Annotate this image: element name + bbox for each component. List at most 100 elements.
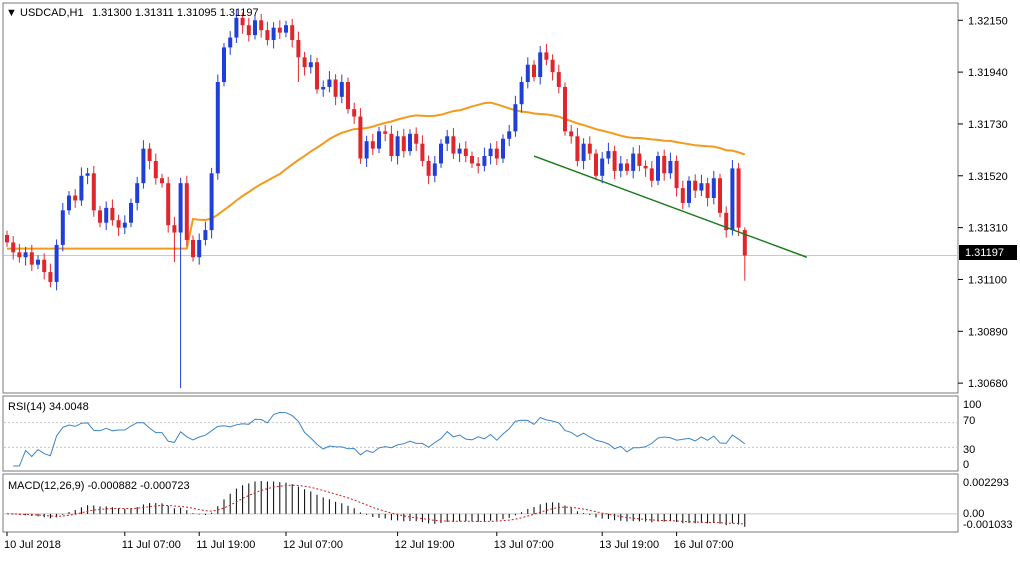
candle (581, 138, 586, 170)
macd-tick-zero: 0.00 (963, 508, 984, 520)
candle (259, 13, 264, 38)
price-tick-label: 1.31520 (968, 171, 1008, 183)
candle (513, 95, 518, 137)
price-tick-label: 1.32150 (968, 15, 1008, 27)
candle (674, 155, 679, 197)
moving-average-line (7, 101, 746, 250)
candle (395, 130, 400, 165)
candle (569, 124, 574, 144)
candle (17, 243, 22, 263)
candle (36, 255, 40, 270)
candle (91, 165, 96, 217)
candle (699, 174, 704, 197)
candle (445, 129, 450, 152)
time-label: 11 Jul 07:00 (122, 539, 181, 551)
candle (5, 230, 9, 247)
candle (364, 135, 369, 167)
candle (736, 162, 741, 237)
candle (277, 20, 282, 40)
candle (215, 74, 220, 180)
candle (662, 149, 667, 181)
candle (67, 191, 71, 215)
candle (11, 236, 16, 260)
candle (718, 173, 722, 218)
candle (222, 42, 226, 87)
candle (135, 176, 140, 211)
time-label: 12 Jul 19:00 (395, 539, 455, 551)
candle (600, 152, 605, 184)
candle (184, 175, 189, 247)
candle (680, 180, 685, 210)
candle (191, 235, 195, 262)
candle (85, 167, 90, 185)
candle (649, 160, 654, 188)
candle (302, 51, 307, 76)
macd-tick-low: -0.001033 (963, 519, 1013, 531)
candle (197, 233, 202, 265)
price-tick-label: 1.30890 (968, 326, 1008, 338)
candle (60, 202, 65, 252)
candle (687, 176, 691, 208)
candle (253, 15, 257, 40)
candle (668, 152, 673, 179)
current-price-label: 1.31197 (965, 247, 1004, 259)
candle (494, 141, 499, 165)
candle (711, 170, 716, 205)
macd-tick-high: 0.002293 (963, 477, 1009, 489)
candle (556, 64, 561, 94)
candle (730, 159, 735, 236)
candle (153, 153, 158, 185)
macd-signal-line (6, 484, 745, 525)
candle (594, 149, 598, 181)
candle (321, 80, 326, 97)
candle (525, 57, 530, 89)
candle (383, 124, 388, 142)
header-arrow-icon[interactable]: ▼ (6, 7, 17, 19)
candle (271, 22, 276, 49)
candle (451, 127, 456, 159)
candle (141, 140, 146, 189)
candle (327, 71, 332, 93)
candle (315, 57, 319, 94)
time-label: 11 Jul 19:00 (196, 539, 255, 551)
rsi-tick-100: 100 (963, 399, 981, 411)
candle (742, 227, 747, 281)
symbol-label: USDCAD,H1 (20, 7, 84, 19)
candle (333, 74, 338, 106)
price-tick-label: 1.31730 (968, 119, 1008, 131)
candle (203, 221, 208, 246)
candle (538, 45, 543, 85)
candle (79, 167, 84, 206)
candle (42, 253, 47, 280)
price-axis: 1.32150 1.31940 1.31730 1.31520 1.31310 1.311… (4, 15, 1008, 390)
price-tick-label: 1.31310 (968, 223, 1008, 235)
rsi-series (4, 411, 958, 467)
candle (48, 263, 53, 288)
candle (414, 127, 419, 152)
time-axis: 10 Jul 2018 11 Jul 07:00 11 Jul 19:00 12 Ju… (4, 532, 734, 551)
candle (339, 74, 344, 104)
candle (693, 174, 698, 198)
candle (408, 129, 412, 156)
candle (463, 141, 468, 163)
candle (172, 216, 177, 263)
candle (228, 31, 233, 55)
candle (519, 76, 524, 113)
candle (147, 143, 152, 170)
candle (563, 82, 567, 136)
candle (544, 43, 549, 66)
candle (346, 77, 350, 114)
candle (129, 198, 133, 228)
candle (178, 177, 183, 389)
price-tick-label: 1.30680 (968, 378, 1008, 390)
candle (110, 199, 115, 226)
price-panel (2, 2, 959, 394)
candle (98, 205, 102, 228)
candle (296, 31, 301, 82)
candle (160, 173, 164, 188)
time-label: 16 Jul 07:00 (674, 539, 734, 551)
candle (631, 147, 636, 179)
rsi-label: RSI(14) 34.0048 (8, 401, 89, 413)
trendline[interactable] (533, 155, 808, 258)
